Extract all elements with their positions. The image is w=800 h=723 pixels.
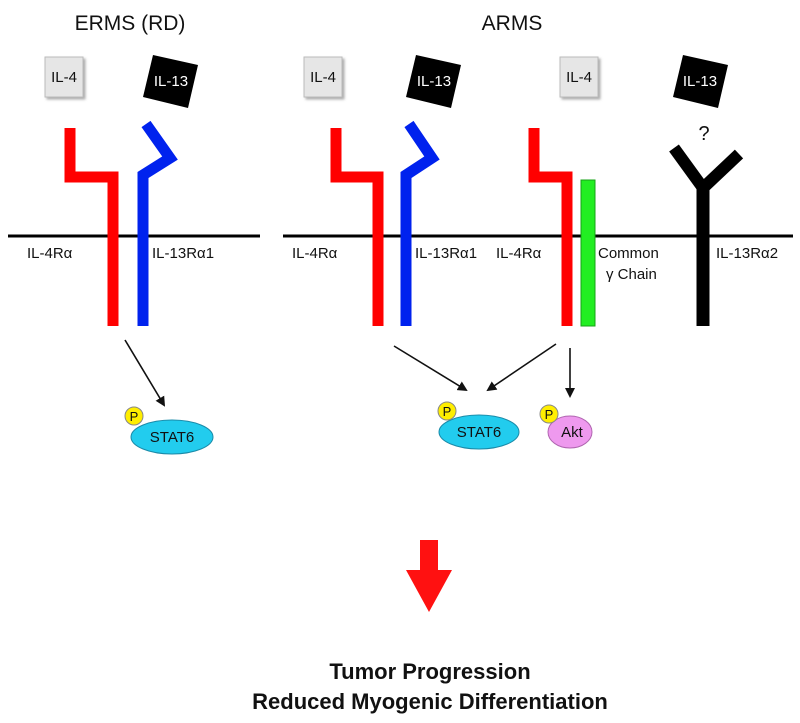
erms-il13ra1-label: IL-13Rα1: [152, 245, 214, 262]
arms-title: ARMS: [482, 12, 543, 35]
outcome-down-arrow: [406, 540, 452, 612]
common-chain-label-line1: Common: [598, 245, 659, 262]
erms-stat6-label: STAT6: [150, 429, 194, 446]
arms-il4-label-1: IL-4: [310, 69, 336, 86]
arms-il13-label-2: IL-13: [683, 73, 717, 90]
erms-il4ra-receptor: [64, 128, 119, 326]
arms-il4ra-label-1: IL-4Rα: [292, 245, 338, 262]
arms-akt-label: Akt: [561, 424, 584, 441]
arms-signal-arrow-2: [486, 343, 557, 392]
erms-il13ra1-receptor: [137, 120, 178, 326]
arms-signal-arrow-1: [393, 345, 468, 392]
arms-stat6-label: STAT6: [457, 424, 501, 441]
arms-il4ra-receptor-1: [330, 128, 384, 326]
erms-il4-label: IL-4: [51, 69, 77, 86]
arms-stat6-phospho-label: P: [443, 404, 452, 419]
arms-il13ra2-receptor: [669, 144, 744, 326]
erms-phospho-label: P: [130, 409, 139, 424]
arms-stat6-complex: STAT6 P: [437, 401, 520, 450]
arms-il13ra1-label: IL-13Rα1: [415, 245, 477, 262]
arms-il13ra1-receptor: [400, 120, 440, 326]
arms-il4-ligand-1: IL-4: [303, 56, 343, 98]
unknown-binding-mark: ?: [698, 123, 709, 145]
erms-il13-label: IL-13: [154, 73, 188, 90]
arms-akt-complex: Akt P: [539, 404, 593, 449]
erms-il4-ligand: IL-4: [44, 56, 84, 98]
erms-stat6-complex: STAT6 P: [124, 406, 214, 455]
arms-il13ra2-label: IL-13Rα2: [716, 245, 778, 262]
arms-il13-label-1: IL-13: [417, 73, 451, 90]
arms-il4ra-receptor-2: [528, 128, 573, 326]
outcome-line1: Tumor Progression: [329, 659, 530, 684]
erms-title: ERMS (RD): [75, 12, 186, 35]
arms-il13-ligand-2: IL-13: [673, 55, 728, 108]
erms-signal-arrow: [124, 339, 166, 407]
arms-il13-ligand-1: IL-13: [406, 55, 461, 108]
arms-il4ra-label-2: IL-4Rα: [496, 245, 542, 262]
erms-il4ra-label: IL-4Rα: [27, 245, 73, 262]
arms-il4-ligand-2: IL-4: [559, 56, 599, 98]
erms-il13-ligand: IL-13: [143, 55, 198, 108]
common-chain-label-line2: γ Chain: [606, 266, 657, 283]
outcome-line2: Reduced Myogenic Differentiation: [252, 689, 608, 714]
arms-akt-phospho-label: P: [545, 407, 554, 422]
common-gamma-chain: [580, 179, 596, 327]
arms-il4-label-2: IL-4: [566, 69, 592, 86]
